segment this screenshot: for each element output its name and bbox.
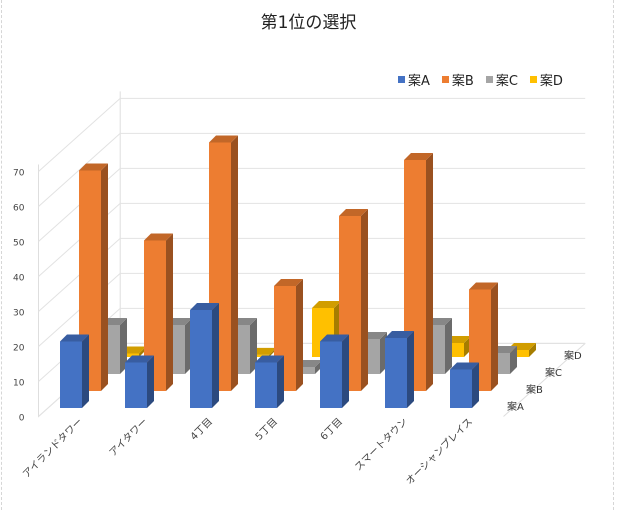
- depth-axis-label-1: 案B: [526, 383, 543, 396]
- legend-item-3: 案D: [529, 70, 563, 89]
- depth-axis-label-3: 案D: [564, 349, 582, 362]
- y-tick-label-5: 50: [13, 239, 25, 249]
- legend-label-3: 案D: [539, 74, 563, 89]
- legend-swatch-2: [485, 76, 493, 83]
- gridline-7: [38, 97, 586, 172]
- y-tick-label-4: 40: [13, 274, 25, 284]
- legend-swatch-1: [441, 76, 449, 83]
- gridline-6: [38, 132, 586, 207]
- bar-0-1: [125, 355, 154, 408]
- legend-item-2: 案C: [485, 70, 518, 89]
- bar-0-2: [190, 303, 219, 408]
- left-page-edge: [1, 0, 2, 510]
- depth-axis-label-2: 案C: [545, 366, 562, 379]
- legend: 案A 案B 案C 案D: [398, 70, 563, 89]
- floor-right-edge: [503, 343, 586, 417]
- legend-label-2: 案C: [495, 74, 518, 89]
- y-tick-label-1: 10: [13, 379, 25, 389]
- legend-item-0: 案A: [398, 70, 430, 89]
- y-tick-label-6: 60: [13, 204, 25, 214]
- x-tick-label-3: 5丁目: [254, 416, 280, 442]
- bar-0-5: [385, 331, 414, 408]
- y-tick-label-0: 0: [19, 414, 25, 424]
- x-tick-label-2: 4丁目: [189, 416, 215, 442]
- right-page-edge: [613, 0, 614, 510]
- x-tick-label-5: スマートタウン: [352, 416, 410, 474]
- x-tick-label-4: 6丁目: [319, 416, 345, 442]
- x-tick-label-0: アイランドタワー: [20, 416, 85, 481]
- bar-0-0: [60, 334, 89, 408]
- legend-swatch-3: [529, 76, 537, 83]
- y-tick-label-2: 20: [13, 344, 25, 354]
- bar-0-4: [320, 334, 349, 408]
- x-tick-label-1: アイタワー: [107, 416, 150, 459]
- legend-swatch-0: [398, 76, 405, 83]
- x-tick-label-6: オーシャンプレイス: [404, 416, 476, 488]
- y-tick-label-3: 30: [13, 309, 25, 319]
- legend-label-1: 案B: [451, 74, 474, 89]
- y-tick-label-7: 70: [13, 169, 25, 179]
- depth-axis-label-0: 案A: [507, 400, 524, 413]
- legend-item-1: 案B: [441, 70, 474, 89]
- chart-title: 第1位の選択: [260, 13, 357, 33]
- legend-label-0: 案A: [408, 74, 430, 89]
- bar-0-3: [255, 355, 284, 408]
- bar-0-6: [450, 362, 479, 408]
- bar-1-1: [144, 233, 173, 391]
